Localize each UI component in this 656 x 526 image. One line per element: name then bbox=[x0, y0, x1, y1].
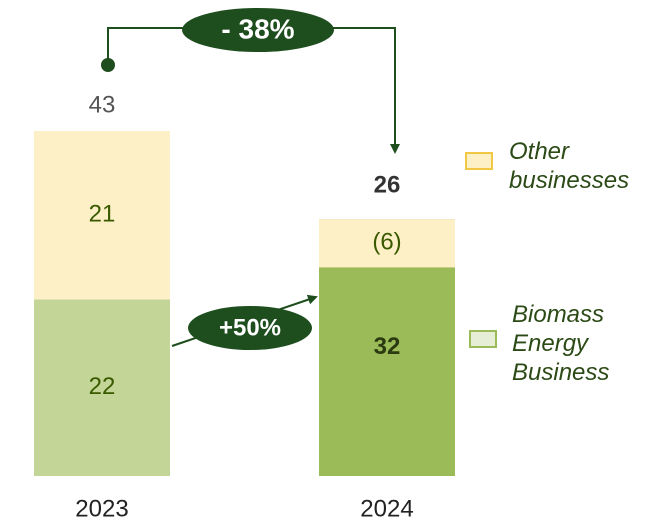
annotation: - 38% bbox=[221, 13, 294, 44]
data-label: 32 bbox=[374, 333, 401, 360]
total-label: 43 bbox=[89, 91, 116, 118]
x-tick-label: 2023 bbox=[75, 495, 128, 522]
legend-swatch bbox=[465, 152, 493, 170]
legend-label: Other businesses bbox=[509, 138, 630, 194]
bar-segment bbox=[34, 299, 170, 476]
annotation-badge bbox=[182, 8, 334, 52]
data-label: (6) bbox=[372, 229, 401, 256]
arrow-dot bbox=[101, 58, 115, 72]
total-label: 26 bbox=[374, 172, 401, 199]
data-label: 22 bbox=[89, 373, 116, 400]
legend-swatch bbox=[469, 330, 497, 348]
annotation: +50% bbox=[219, 314, 281, 341]
annotation-badge bbox=[188, 306, 312, 350]
x-tick-label: 2024 bbox=[360, 495, 413, 522]
legend-label: Biomass Energy Business bbox=[512, 301, 610, 386]
bar-segment bbox=[319, 219, 455, 268]
data-label: 21 bbox=[89, 201, 116, 228]
bar-segment bbox=[34, 131, 170, 300]
